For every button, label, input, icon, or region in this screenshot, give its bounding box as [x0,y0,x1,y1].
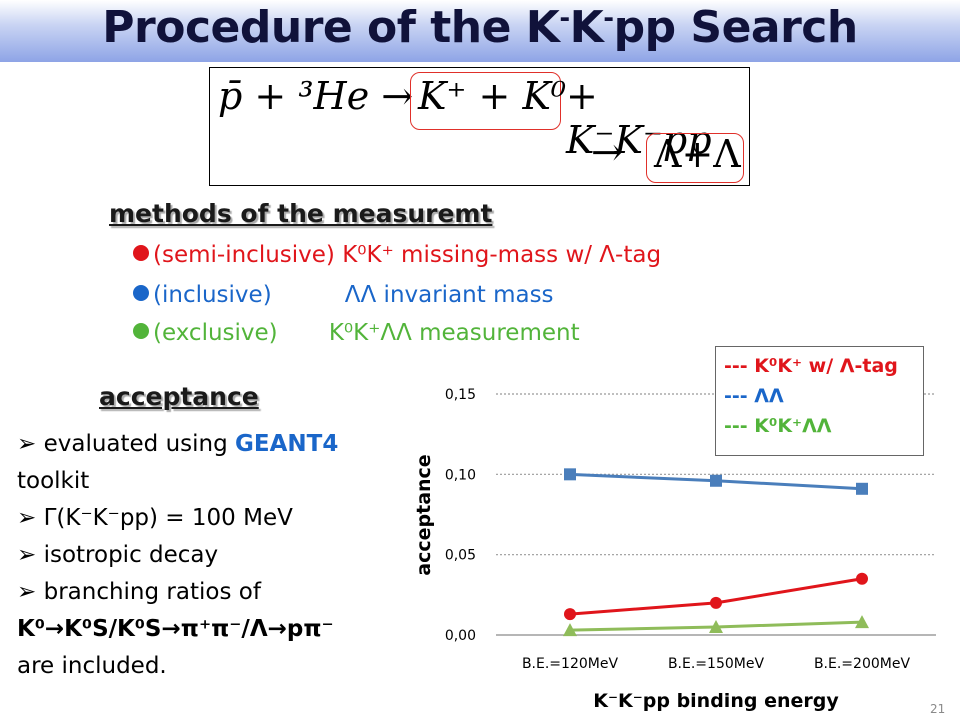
data-point-triangle [855,615,869,629]
list-item: K⁰→K⁰S/K⁰S→π⁺π⁻/Λ→pπ⁻ [17,616,334,642]
legend-entry: --- K⁰K⁺ΛΛ [724,415,832,437]
data-point-circle [710,596,722,609]
bullet-dot [133,245,149,261]
x-axis-title: K⁻K⁻pp binding energy [593,690,839,712]
x-tick-label: B.E.=120MeV [522,656,618,672]
list-item: ➢ isotropic decay [17,542,219,568]
method-inclusive: (inclusive) ΛΛ invariant mass [133,282,554,308]
slide-title: Procedure of the K-K-pp Search [102,2,858,53]
reaction-equation-box: p̄ + ³He → K⁺ + K⁰ + K⁻K⁻pp → Λ+Λ [209,67,750,186]
y-tick-label: 0,10 [445,467,476,483]
kaon-pair-highlight [410,72,561,130]
equation-left: p̄ + ³He → [218,74,414,118]
data-point-circle [564,608,576,621]
list-item: toolkit [17,468,90,494]
list-item: ➢ Γ(K⁻K⁻pp) = 100 MeV [17,505,293,531]
y-tick-label: 0,15 [445,387,476,403]
y-tick-label: 0,00 [445,628,476,644]
y-tick-label: 0,05 [445,548,476,564]
data-point-square [710,474,722,487]
data-point-triangle [709,619,723,633]
data-point-triangle [563,623,577,637]
x-tick-label: B.E.=200MeV [814,656,910,672]
equation-arrow: → [591,130,623,174]
method-exclusive: (exclusive) K⁰K⁺ΛΛ measurement [133,320,580,346]
data-point-circle [856,572,868,585]
equation-right: + K⁻K⁻pp [566,74,712,162]
title-band [0,0,960,62]
x-tick-label: B.E.=150MeV [668,656,764,672]
list-item: are included. [17,653,167,679]
method-semi-inclusive: (semi-inclusive) K⁰K⁺ missing-mass w/ Λ-… [133,242,661,268]
bullet-dot [133,285,149,301]
page-number: 21 [930,702,946,716]
lambda-pair-highlight [646,133,744,183]
bullet-dot [133,323,149,339]
methods-heading: methods of the measuremt [109,199,493,228]
acceptance-heading: acceptance [99,382,259,411]
acceptance-list: ➢ evaluated using GEANT4 toolkit ➢ Γ(K⁻K… [17,426,397,685]
y-axis-title: acceptance [413,454,435,575]
data-point-square [856,482,868,495]
list-item: ➢ evaluated using GEANT4 [17,431,339,457]
data-point-square [564,468,576,481]
list-item: ➢ branching ratios of [17,579,261,605]
legend-entry: --- ΛΛ [724,385,784,407]
chart-legend: --- K⁰K⁺ w/ Λ-tag --- ΛΛ --- K⁰K⁺ΛΛ [715,346,924,456]
legend-entry: --- K⁰K⁺ w/ Λ-tag [724,355,898,377]
equation-boxed-lambdas: Λ+Λ [654,132,741,176]
equation-boxed-kaons: K⁺ + K⁰ [418,74,567,118]
